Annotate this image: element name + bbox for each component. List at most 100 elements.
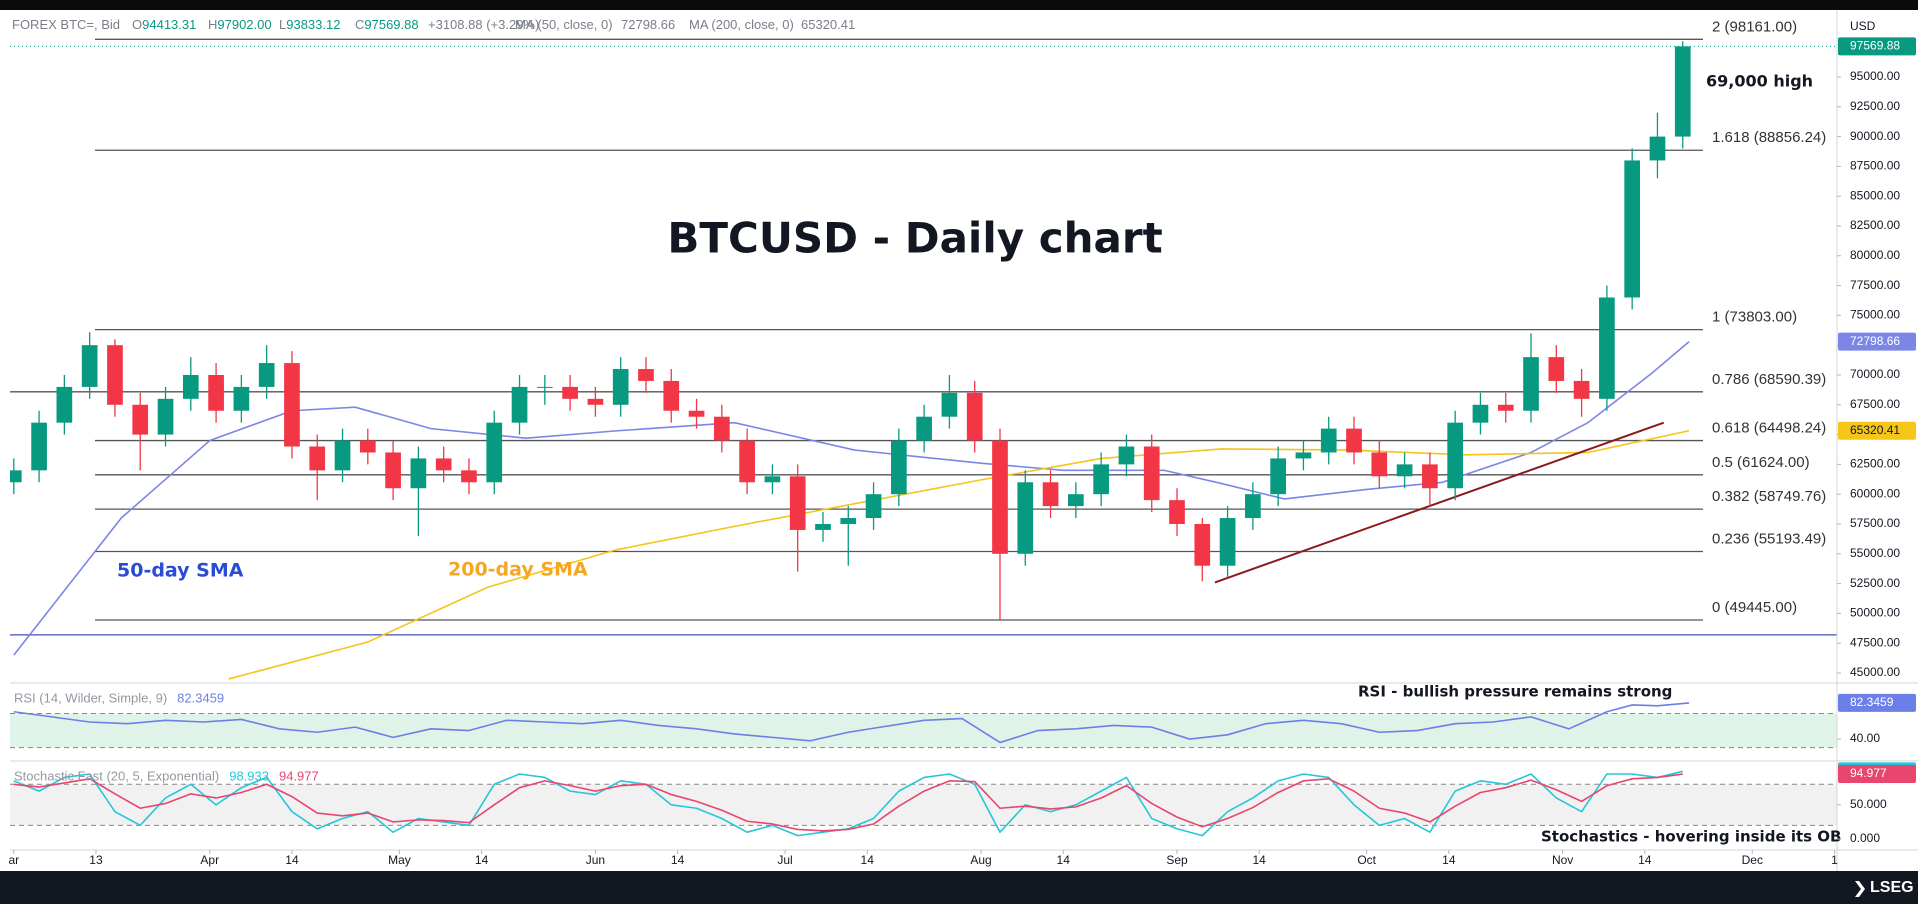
- candle-body: [1068, 494, 1084, 507]
- candle-body: [1472, 404, 1489, 423]
- brand-icon: [1855, 881, 1865, 897]
- fib-label: 0.5 (61624.00): [1712, 454, 1810, 471]
- candle-body: [284, 363, 300, 447]
- x-tick-label: 14: [671, 853, 685, 867]
- candle-body: [258, 363, 275, 387]
- series-label: 200-day SMA: [448, 559, 588, 581]
- x-tick-label: 1: [1831, 853, 1838, 867]
- candle-body: [1042, 482, 1059, 507]
- fib-label: 1.618 (88856.24): [1712, 129, 1826, 146]
- y-tick-label: 62500.00: [1850, 457, 1900, 471]
- top-bar: [0, 0, 1918, 10]
- price-label: 94.977: [1850, 766, 1887, 780]
- indicator-value: 82.3459: [177, 690, 224, 705]
- ohlc-value: 97902.00: [217, 17, 272, 32]
- price-pane: 2 (98161.00) 1.618 (88856.24) 1 (73803.00)…: [10, 18, 1837, 680]
- candle-body: [1245, 494, 1261, 519]
- chart-title: BTCUSD - Daily chart: [667, 214, 1162, 263]
- ohlc-value: 97569.88: [364, 17, 419, 32]
- x-tick-label: 14: [285, 853, 299, 867]
- candle-body: [891, 440, 907, 495]
- level-band: [10, 784, 1837, 826]
- fib-label: 0 (49445.00): [1712, 599, 1797, 616]
- y-tick-label: 92500.00: [1850, 99, 1900, 113]
- candle-body: [941, 392, 958, 417]
- candle-body: [1674, 46, 1691, 137]
- candle-body: [1219, 518, 1236, 566]
- ohlc-item: O94413.31: [132, 17, 196, 32]
- candle-body: [1573, 380, 1590, 399]
- y-tick-label: 80000.00: [1850, 248, 1900, 262]
- pane-backgrounds: [10, 713, 1837, 826]
- candle-body: [461, 470, 477, 483]
- y-tick-label: 52500.00: [1850, 576, 1900, 590]
- fib-label: 0.236 (55193.49): [1712, 530, 1826, 547]
- candle-body: [1599, 297, 1615, 399]
- x-tick-label: Apr: [200, 853, 219, 867]
- ma-label: MA (50, close, 0): [515, 17, 613, 32]
- y-tick-label: 50000.00: [1850, 606, 1900, 620]
- fib-label: 0.382 (58749.76): [1712, 488, 1826, 505]
- candle-body: [638, 369, 654, 381]
- price-label: 65320.41: [1850, 423, 1900, 437]
- candle-body: [1649, 136, 1666, 161]
- ohlc-item: C97569.88: [355, 17, 419, 32]
- ohlc-item: H97902.00: [208, 17, 272, 32]
- candle-body: [1422, 464, 1438, 489]
- candle-body: [562, 386, 578, 399]
- x-tick-label: 14: [861, 853, 875, 867]
- y-tick-label: 47500.00: [1850, 635, 1900, 649]
- candle-body: [1396, 464, 1413, 477]
- y-tick-label: 57500.00: [1850, 516, 1900, 530]
- x-tick-label: Oct: [1357, 853, 1376, 867]
- y-tick-label: 95000.00: [1850, 69, 1900, 83]
- candle-body: [815, 523, 831, 530]
- candle-body: [1320, 428, 1337, 453]
- y-tick-label: 82500.00: [1850, 218, 1900, 232]
- symbol: FOREX BTC=, Bid: [12, 17, 120, 32]
- y-tick-label: 77500.00: [1850, 278, 1900, 292]
- ohlc-item: L93833.12: [279, 17, 340, 32]
- indicator-title: Stochastic Fast (20, 5, Exponential): [14, 768, 219, 783]
- candle-body: [1346, 428, 1362, 453]
- y-tick-label: 45000.00: [1850, 665, 1900, 679]
- x-tick-label: Aug: [970, 853, 991, 867]
- x-tick-label: 14: [1253, 853, 1267, 867]
- candle-body: [992, 440, 1008, 554]
- indicator-title: RSI (14, Wilder, Simple, 9): [14, 690, 167, 705]
- stochastic-pane: Stochastic Fast (20, 5, Exponential) 98.9…: [10, 768, 1837, 837]
- candle-body: [764, 476, 781, 483]
- candle-body: [486, 422, 503, 483]
- series-label: 50-day SMA: [117, 560, 244, 582]
- ma-value: 65320.41: [801, 17, 856, 32]
- y-tick-label: 55000.00: [1850, 546, 1900, 560]
- candle-body: [410, 458, 427, 489]
- y-tick-label: 90000.00: [1850, 129, 1900, 143]
- ohlc-label: C: [355, 17, 365, 32]
- candle-body: [916, 416, 932, 441]
- price-label-box: [1838, 765, 1916, 784]
- price-label: 82.3459: [1850, 695, 1894, 709]
- ohlc-label: L: [279, 17, 287, 32]
- price-label: 97569.88: [1850, 39, 1900, 53]
- candle-body: [1194, 523, 1211, 566]
- candle-body: [739, 440, 755, 483]
- x-tick-label: ar: [8, 853, 19, 867]
- candle-body: [713, 416, 730, 441]
- candle-body: [1548, 357, 1565, 381]
- candle-body: [1624, 160, 1641, 298]
- price-label-box: [1838, 421, 1916, 440]
- candle-body: [1017, 482, 1034, 554]
- x-tick-label: Jun: [586, 853, 605, 867]
- stochastic-annotation: Stochastics - hovering inside its OB: [1541, 828, 1841, 846]
- x-tick-label: 14: [475, 853, 489, 867]
- indicator-line: [13, 702, 1690, 744]
- candle-body: [233, 386, 250, 411]
- axes: USD BTCUSD - Daily chart 69,000 high RSI…: [8, 10, 1918, 871]
- candle-body: [1118, 446, 1135, 465]
- candle-body: [966, 392, 983, 441]
- moving-average: [228, 429, 1690, 680]
- candle-body: [688, 410, 705, 417]
